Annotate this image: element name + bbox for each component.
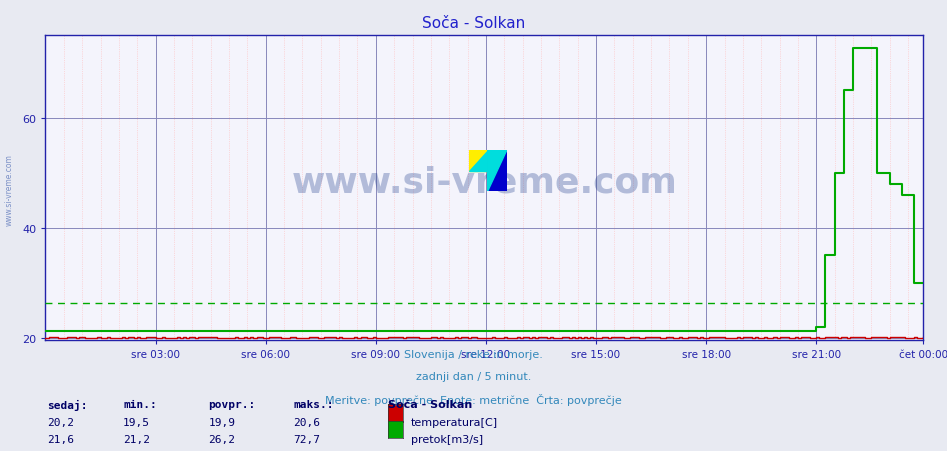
Text: min.:: min.: (123, 399, 157, 409)
Text: 21,2: 21,2 (123, 434, 151, 444)
Text: Soča - Solkan: Soča - Solkan (421, 16, 526, 31)
Text: pretok[m3/s]: pretok[m3/s] (411, 434, 483, 444)
Text: maks.:: maks.: (294, 399, 334, 409)
Text: 19,9: 19,9 (208, 417, 236, 427)
Text: Soča - Solkan: Soča - Solkan (388, 399, 473, 409)
Polygon shape (469, 151, 488, 171)
Text: www.si-vreme.com: www.si-vreme.com (5, 153, 14, 226)
Text: zadnji dan / 5 minut.: zadnji dan / 5 minut. (416, 371, 531, 381)
Text: temperatura[C]: temperatura[C] (411, 417, 498, 427)
Text: 21,6: 21,6 (47, 434, 75, 444)
Text: Meritve: povprečne  Enote: metrične  Črta: povprečje: Meritve: povprečne Enote: metrične Črta:… (325, 393, 622, 405)
Text: 26,2: 26,2 (208, 434, 236, 444)
Polygon shape (488, 151, 507, 192)
Text: 20,6: 20,6 (294, 417, 321, 427)
Text: 72,7: 72,7 (294, 434, 321, 444)
Text: 19,5: 19,5 (123, 417, 151, 427)
Text: 20,2: 20,2 (47, 417, 75, 427)
Text: Slovenija / reke in morje.: Slovenija / reke in morje. (404, 350, 543, 359)
Text: www.si-vreme.com: www.si-vreme.com (292, 165, 677, 199)
Text: povpr.:: povpr.: (208, 399, 256, 409)
Text: sedaj:: sedaj: (47, 399, 88, 410)
Polygon shape (488, 151, 507, 192)
Polygon shape (469, 151, 488, 171)
